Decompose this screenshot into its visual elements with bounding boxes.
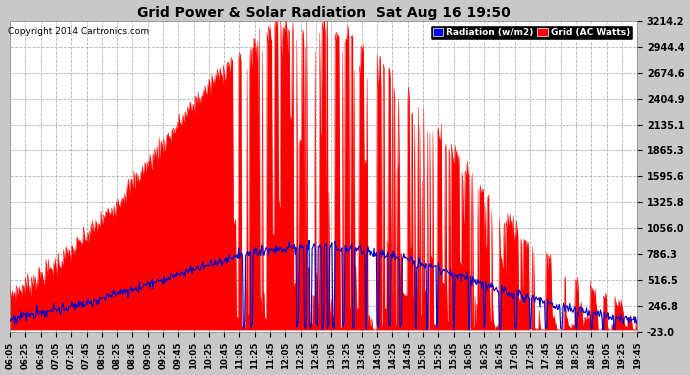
Text: Copyright 2014 Cartronics.com: Copyright 2014 Cartronics.com (8, 27, 150, 36)
Legend: Radiation (w/m2), Grid (AC Watts): Radiation (w/m2), Grid (AC Watts) (430, 25, 633, 40)
Title: Grid Power & Solar Radiation  Sat Aug 16 19:50: Grid Power & Solar Radiation Sat Aug 16 … (137, 6, 511, 20)
